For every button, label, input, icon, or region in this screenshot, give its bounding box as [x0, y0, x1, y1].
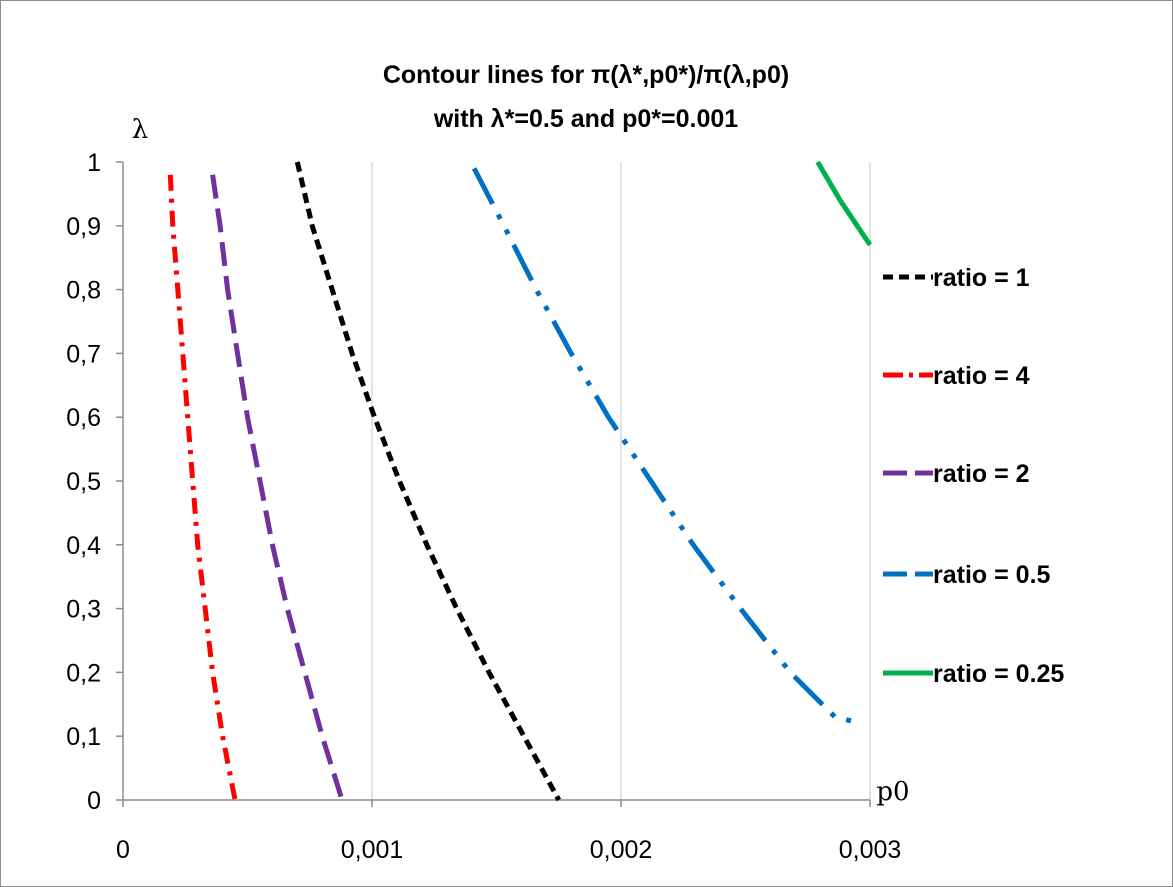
y-tick-label-10: 1: [87, 149, 101, 177]
series-ratio-2: [210, 174, 345, 801]
y-tick-label-4: 0,4: [66, 532, 101, 560]
y-tick-label-0: 0: [87, 787, 101, 815]
legend-label-ratio-0-5: ratio = 0.5: [933, 561, 1051, 589]
y-tick-label-5: 0,5: [66, 468, 101, 496]
x-tick-label-2: 0,002: [590, 836, 653, 864]
y-tick-labels: 0 0,1 0,2 0,3 0,4 0,5 0,6 0,7 0,8 0,9 1: [66, 149, 101, 815]
x-tick-label-1: 0,001: [341, 836, 404, 864]
legend-label-ratio-4: ratio = 4: [933, 362, 1030, 390]
x-tick-label-3: 0,003: [839, 836, 902, 864]
x-tick-label-0: 0: [116, 836, 130, 864]
legend-label-ratio-2: ratio = 2: [933, 460, 1030, 488]
y-tick-label-6: 0,6: [66, 404, 101, 432]
title-formula: π(λ*,p0*)/π(λ,p0): [591, 61, 789, 89]
y-tick-label-1: 0,1: [66, 723, 101, 751]
y-tick-label-8: 0,8: [66, 277, 101, 305]
y-tick-label-9: 0,9: [66, 213, 101, 241]
series-lines: [167, 160, 873, 802]
y-tick-label-7: 0,7: [66, 340, 101, 368]
legend-label-ratio-1: ratio = 1: [933, 264, 1030, 292]
title-prefix: Contour lines for: [383, 61, 591, 89]
legend: ratio = 1 ratio = 4 ratio = 2 ratio = 0.5 ra…: [883, 264, 1064, 688]
title-line-2: with λ*=0.5 and p0*=0.001: [433, 105, 738, 133]
y-tick-label-3: 0,3: [66, 596, 101, 624]
series-ratio-4: [167, 174, 238, 801]
series-ratio-0-5: [471, 167, 864, 726]
y-axis-label: λ: [132, 115, 148, 145]
title-line-1: Contour lines for π(λ*,p0*)/π(λ,p0): [383, 61, 789, 89]
axes: [116, 161, 871, 807]
series-ratio-0-25: [815, 160, 873, 247]
x-tick-labels: 0 0,001 0,002 0,003: [116, 836, 901, 864]
x-axis-label: p0: [876, 777, 909, 807]
chart-title: Contour lines for π(λ*,p0*)/π(λ,p0) with…: [383, 61, 789, 133]
grid-lines: [371, 162, 871, 800]
legend-label-ratio-0-25: ratio = 0.25: [933, 660, 1064, 688]
y-tick-label-2: 0,2: [66, 659, 101, 687]
